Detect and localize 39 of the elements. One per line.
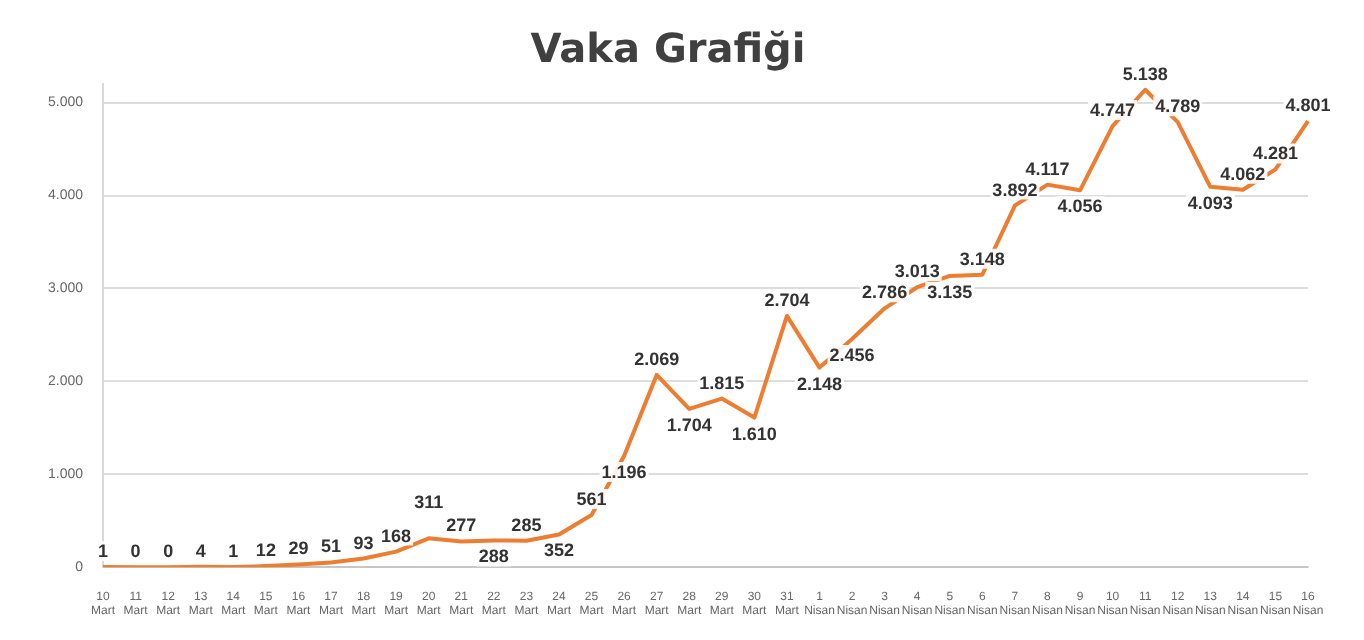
data-label: 1.196 [601,462,647,483]
data-label: 4 [195,540,206,561]
data-label: 3.892 [992,179,1038,200]
data-label: 1 [98,541,109,562]
data-label: 311 [414,492,444,513]
data-label: 51 [320,536,342,557]
data-label: 4.117 [1025,158,1070,179]
data-label: 4.056 [1057,196,1103,217]
data-label: 4.062 [1220,163,1266,184]
data-label: 5.138 [1122,63,1168,84]
data-label: 3.135 [927,281,973,302]
data-label: 3.013 [894,261,940,282]
data-label: 93 [353,532,374,553]
data-label: 1 [228,541,239,562]
data-label: 3.148 [959,248,1005,269]
data-label: 0 [130,541,141,562]
data-label: 352 [543,540,574,561]
chart-title: Vaka Grafiği [530,24,806,73]
data-label: 4.281 [1252,143,1298,164]
data-label: 2.786 [862,282,908,303]
data-label: 168 [381,525,412,546]
data-label: 2.148 [796,373,843,394]
data-label: 4.789 [1155,96,1201,117]
data-label: 1.610 [731,423,777,444]
data-label: 29 [288,538,309,559]
data-label: 4.801 [1285,95,1331,116]
data-label: 2.069 [634,348,680,369]
data-label: 4.093 [1187,192,1233,213]
data-label: 277 [446,515,477,536]
data-label: 285 [511,514,542,535]
data-label: 1.704 [666,414,712,435]
data-label: 12 [255,540,276,561]
data-label: 561 [576,489,607,510]
data-label: 2.456 [829,344,875,365]
data-label: 4.747 [1090,100,1136,121]
data-label: 1.815 [699,372,745,393]
data-label: 0 [163,541,174,562]
data-label: 2.704 [764,289,810,310]
data-label: 288 [478,546,509,567]
